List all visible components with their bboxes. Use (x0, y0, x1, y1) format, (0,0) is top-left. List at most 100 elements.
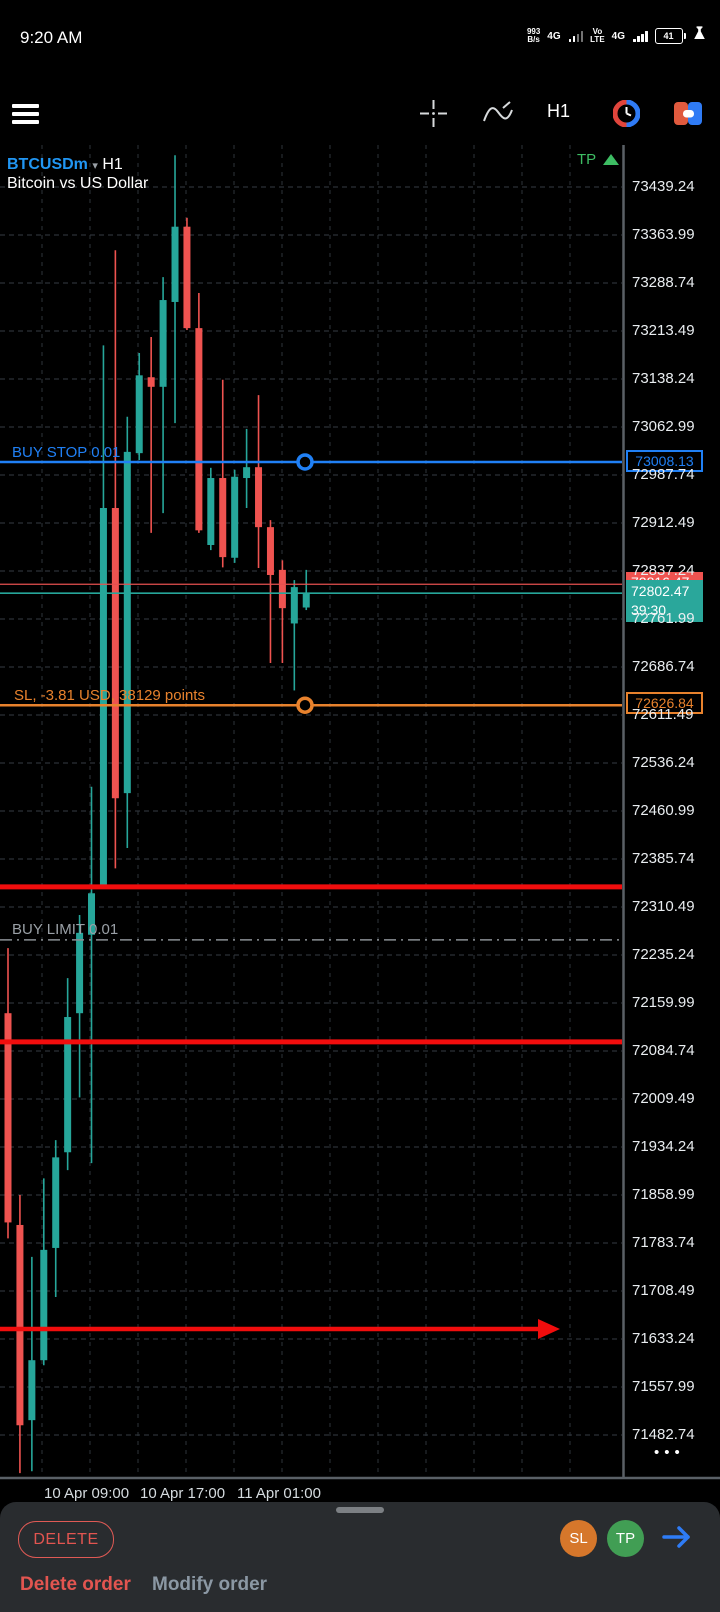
price-axis-label: 71783.74 (632, 1234, 695, 1251)
candle-body (64, 1017, 72, 1153)
symbol-description: Bitcoin vs US Dollar (7, 175, 149, 192)
price-axis-label: 73062.99 (632, 418, 695, 435)
symbol-selector[interactable]: BTCUSDm ▾ H1 (7, 156, 123, 174)
arrow-up-icon (603, 154, 620, 165)
candle-body (207, 478, 215, 546)
stop-loss-price-tag: 72626.84 (626, 692, 703, 714)
indicators-button[interactable] (482, 101, 514, 131)
time-axis-label: 10 Apr 09:00 (44, 1485, 130, 1502)
trading-hours-icon[interactable] (612, 99, 641, 132)
price-axis-label: 71858.99 (632, 1186, 695, 1203)
price-axis-label: 72460.99 (632, 802, 695, 819)
lab-flask-icon (693, 26, 706, 46)
candle-body (290, 587, 298, 624)
price-axis-label: 73439.24 (632, 178, 695, 195)
candle-body (16, 1224, 24, 1426)
candle-body (88, 893, 96, 935)
candle-body (231, 476, 239, 558)
tp-offscreen-marker: TP (577, 151, 620, 168)
candle-body (159, 300, 167, 387)
candle-body (135, 375, 143, 454)
order-bottom-sheet (0, 1502, 720, 1612)
price-axis-label: 72310.49 (632, 898, 695, 915)
sim2-signal-icon (633, 30, 648, 42)
objects-button[interactable] (674, 102, 702, 130)
candle-body (123, 451, 131, 794)
candle-body (40, 1249, 48, 1361)
bid-price-tag: 72802.47 39:30 (626, 580, 703, 622)
crosshair-tool-button[interactable] (420, 100, 447, 132)
candle-body (99, 508, 107, 885)
bid-price-value: 72802.47 (631, 583, 690, 599)
candle-body (302, 593, 310, 608)
candle-body (171, 226, 179, 302)
menu-button[interactable] (12, 104, 39, 124)
symbol-name: BTCUSDm (7, 156, 88, 173)
network-speed-indicator: 993 B/s (526, 27, 541, 44)
status-time: 9:20 AM (20, 28, 83, 47)
chevron-down-icon: ▾ (92, 160, 98, 172)
price-axis-label: 72084.74 (632, 1042, 695, 1059)
price-axis-label: 71934.24 (632, 1138, 695, 1155)
candle-body (4, 1013, 12, 1223)
price-axis-label: 73363.99 (632, 226, 695, 243)
price-axis-label: 73288.74 (632, 274, 695, 291)
chart-overflow-menu[interactable]: ••• (654, 1444, 685, 1461)
delete-button[interactable]: DELETE (18, 1521, 114, 1558)
candle-body (243, 467, 251, 479)
time-axis-label: 10 Apr 17:00 (140, 1485, 226, 1502)
buy-stop-order-label: BUY STOP 0.01 (12, 444, 121, 461)
candle-body (76, 932, 84, 1014)
bar-countdown-timer: 39:30 (631, 602, 667, 618)
arrow-head-icon (538, 1318, 560, 1339)
price-axis-label: 71633.24 (632, 1330, 695, 1347)
sim1-signal-icon (568, 30, 584, 42)
price-axis-label: 72009.49 (632, 1090, 695, 1107)
candle-body (266, 527, 274, 575)
candle-body (111, 508, 119, 799)
battery-icon: 41 (654, 28, 686, 44)
time-axis-label: 11 Apr 01:00 (237, 1485, 321, 1502)
candle-body (183, 226, 191, 329)
candle-body (255, 467, 263, 528)
price-axis-label: 72385.74 (632, 850, 695, 867)
sheet-drag-handle[interactable] (336, 1507, 384, 1513)
timeframe-button[interactable]: H1 (547, 101, 571, 121)
price-axis-label: 72987.74 (632, 466, 695, 483)
candle-body (147, 377, 155, 387)
price-axis-label: 71482.74 (632, 1426, 695, 1443)
symbol-timeframe: H1 (102, 156, 123, 173)
price-axis-label: 72235.24 (632, 946, 695, 963)
tp-badge-button[interactable]: TP (607, 1520, 644, 1557)
sim1-network-type: 4G (547, 30, 561, 42)
candle-body (28, 1360, 36, 1421)
price-axis-label: 72159.99 (632, 994, 695, 1011)
buy-limit-order-label: BUY LIMIT 0.01 (12, 921, 119, 938)
status-icons: 993 B/s 4G Vo LTE 4G 41 (527, 26, 706, 46)
submit-arrow-button[interactable] (660, 1521, 694, 1558)
price-axis-label: 71708.49 (632, 1282, 695, 1299)
price-axis-label: 72837.24 (632, 562, 695, 579)
price-axis-label: 73213.49 (632, 322, 695, 339)
candle-body (219, 478, 227, 558)
stop-loss-drag-handle[interactable] (296, 696, 314, 714)
buy-stop-drag-handle[interactable] (296, 453, 314, 471)
price-axis-label: 72686.74 (632, 658, 695, 675)
stop-loss-label: SL, -3.81 USD, 38129 points (14, 687, 205, 704)
candle-body (195, 328, 203, 531)
tp-marker-label: TP (577, 151, 597, 168)
price-axis-label: 72536.24 (632, 754, 695, 771)
delete-order-action[interactable]: Delete order (20, 1574, 131, 1595)
price-axis-label: 72912.49 (632, 514, 695, 531)
buy-stop-price-tag: 73008.13 (626, 450, 703, 472)
candle-body (278, 569, 286, 609)
candle-body (52, 1157, 60, 1248)
modify-order-action[interactable]: Modify order (152, 1574, 268, 1595)
sl-badge-button[interactable]: SL (560, 1520, 597, 1557)
volte-indicator: Vo LTE (590, 27, 605, 44)
price-axis-label: 72611.49 (632, 706, 694, 723)
sim2-network-type: 4G (611, 30, 625, 42)
price-axis-label: 73138.24 (632, 370, 695, 387)
